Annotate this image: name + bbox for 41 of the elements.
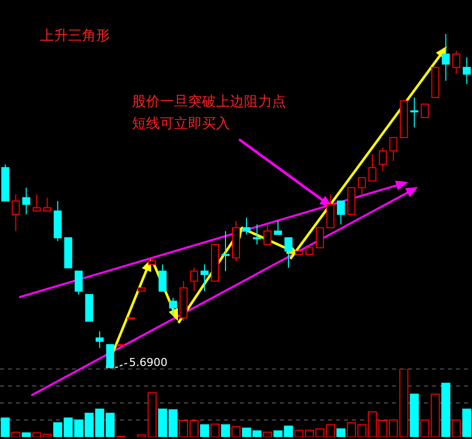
candlestick <box>305 244 314 255</box>
candlestick <box>274 220 282 235</box>
candlestick <box>242 217 251 235</box>
candlestick <box>336 200 345 225</box>
candlestick <box>410 96 418 128</box>
candlestick <box>190 267 198 292</box>
bar <box>336 428 346 437</box>
candlestick <box>96 330 104 348</box>
candlestick <box>22 187 30 215</box>
candlestick <box>358 177 366 195</box>
candlestick <box>420 104 429 118</box>
candlestick <box>263 224 272 245</box>
candlestick <box>378 147 387 172</box>
bar <box>0 417 10 437</box>
candlestick <box>43 197 52 212</box>
chart-title: 上升三角形 <box>40 28 110 44</box>
bar <box>410 394 419 437</box>
bar <box>221 424 230 437</box>
candlestick <box>12 194 20 232</box>
candlestick <box>284 237 292 268</box>
candlestick <box>442 34 450 82</box>
candlestick <box>74 270 83 296</box>
candlestick <box>368 154 376 182</box>
candlestick <box>222 230 230 272</box>
annotation: 股价一旦突破上边阻力点 <box>132 94 286 110</box>
annotation: 5.6900 <box>129 356 168 369</box>
candlestick <box>32 194 41 212</box>
candlestick <box>316 227 324 248</box>
bar <box>441 382 450 437</box>
bar <box>462 408 472 437</box>
candlestick <box>200 264 209 292</box>
candlestick <box>326 194 334 228</box>
candlestick <box>252 224 261 245</box>
bar <box>22 432 31 437</box>
candlestick <box>452 50 460 75</box>
candlestick <box>389 137 398 162</box>
annotation: 短线可立即买入 <box>132 116 230 132</box>
candlestick <box>158 264 167 292</box>
candlestick <box>462 56 471 85</box>
bar <box>200 424 210 437</box>
candlestick <box>106 344 114 368</box>
